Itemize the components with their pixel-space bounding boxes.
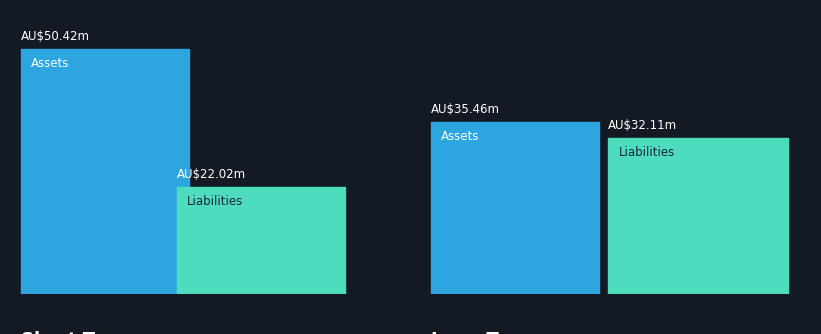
Bar	[177, 187, 345, 294]
Text: Long Term: Long Term	[431, 331, 536, 334]
Text: Liabilities: Liabilities	[186, 195, 243, 208]
Text: Short Term: Short Term	[21, 331, 132, 334]
Text: AU$32.11m: AU$32.11m	[608, 119, 677, 132]
Bar	[608, 138, 788, 294]
Text: Assets: Assets	[30, 57, 69, 70]
Bar	[431, 122, 599, 294]
Text: Assets: Assets	[441, 130, 479, 143]
Text: Liabilities: Liabilities	[618, 146, 675, 159]
Text: AU$50.42m: AU$50.42m	[21, 30, 89, 43]
Text: AU$35.46m: AU$35.46m	[431, 103, 500, 116]
Bar	[21, 49, 189, 294]
Text: AU$22.02m: AU$22.02m	[177, 168, 245, 181]
